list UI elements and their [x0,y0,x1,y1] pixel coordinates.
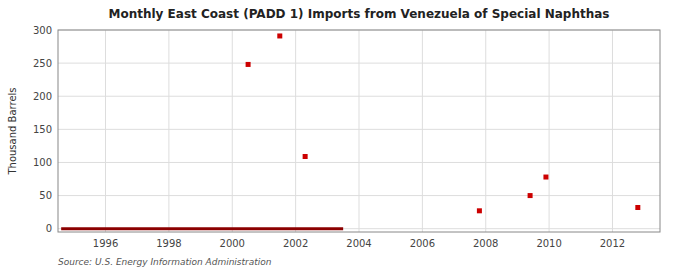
point [635,205,640,210]
y-tick-label: 0 [46,223,52,234]
x-tick-label: 2008 [473,238,498,249]
plot-frame [58,30,660,232]
source-note: Source: U.S. Energy Information Administ… [58,257,272,267]
point [477,208,482,213]
y-tick-label: 250 [33,58,52,69]
x-tick-label: 2000 [220,238,245,249]
x-grid-line [612,30,613,232]
x-grid-line [485,30,486,232]
y-tick-label: 50 [39,190,52,201]
y-tick-label: 100 [33,157,52,168]
x-tick-label: 2002 [283,238,308,249]
x-grid-line [232,30,233,232]
title: Monthly East Coast (PADD 1) Imports from… [108,7,609,21]
marks [61,33,640,228]
x-tick-label: 2012 [600,238,625,249]
x-tick-label: 1998 [156,238,181,249]
x-tick-label: 2006 [410,238,435,249]
x-tick-label: 1996 [93,238,118,249]
x-grid-line [549,30,550,232]
x-tick-label: 2004 [346,238,371,249]
x-grid-line [422,30,423,232]
y-tick-label: 200 [33,91,52,102]
line [61,227,343,230]
grid [58,30,660,232]
y-tick-label: 150 [33,124,52,135]
chart: 0 50 100 150 200 250 300 1996 1998 2000 2002 2004 20… [0,0,675,275]
plot-area [58,30,660,232]
x-grid-line [168,30,169,232]
x-grid-line [105,30,106,232]
point [246,62,251,67]
x-grid-line [295,30,296,232]
point [303,154,308,159]
y-tick-label: 300 [33,25,52,36]
point [543,175,548,180]
x-tick-label: 2010 [536,238,561,249]
point [528,193,533,198]
x-grid-line [359,30,360,232]
point [277,33,282,38]
y-axis-label: Thousand Barrels [7,87,18,175]
